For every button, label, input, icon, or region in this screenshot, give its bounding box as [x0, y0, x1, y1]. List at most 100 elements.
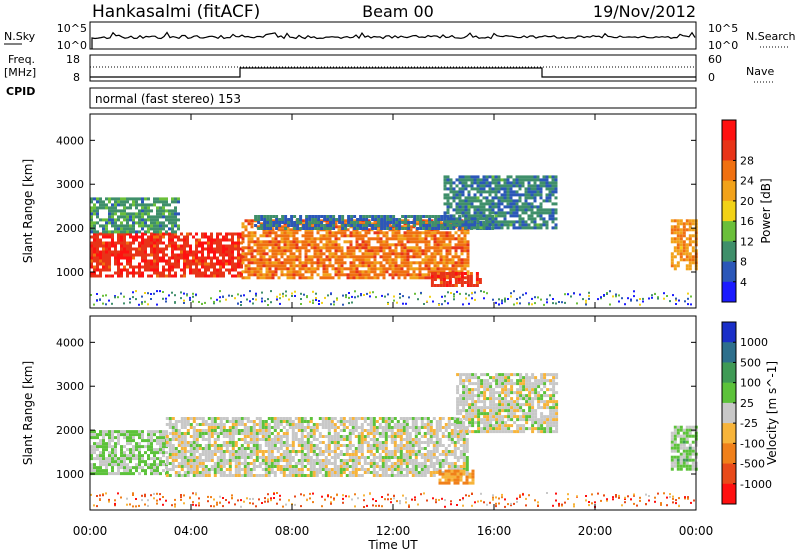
scatter-cell	[210, 429, 214, 432]
scatter-cell	[391, 264, 395, 268]
scatter-cell	[271, 237, 275, 241]
scatter-cell	[114, 262, 117, 266]
scatter-cell	[390, 432, 394, 435]
scatter-cell	[442, 275, 446, 278]
scatter-cell	[204, 447, 208, 450]
scatter-cell	[332, 227, 336, 230]
scatter-cell	[126, 448, 129, 452]
scatter-cell	[102, 218, 105, 222]
scatter-cell	[310, 243, 314, 247]
scatter-cell	[400, 270, 404, 274]
scatter-cell	[345, 462, 349, 465]
scatter-cell	[527, 223, 531, 227]
scatter-cell	[327, 468, 331, 471]
scatter-cell	[387, 456, 391, 459]
scatter-cell	[280, 273, 284, 277]
scatter-cell	[222, 444, 226, 447]
speckle-cell	[105, 303, 107, 306]
scatter-cell	[333, 471, 337, 474]
scatter-cell	[460, 237, 464, 241]
scatter-cell	[524, 187, 528, 191]
scatter-cell	[294, 417, 298, 420]
scatter-cell	[673, 249, 677, 253]
scatter-cell	[234, 429, 238, 432]
scatter-cell	[93, 442, 96, 446]
scatter-cell	[691, 222, 695, 226]
scatter-cell	[334, 240, 338, 244]
scatter-cell	[286, 243, 290, 247]
scatter-cell	[93, 203, 96, 207]
scatter-cell	[467, 202, 471, 206]
scatter-cell	[448, 234, 452, 238]
scatter-cell	[141, 454, 144, 458]
scatter-cell	[442, 237, 446, 241]
scatter-cell	[324, 468, 328, 471]
scatter-cell	[292, 246, 296, 250]
scatter-cell	[682, 243, 686, 247]
scatter-cell	[177, 227, 180, 231]
scatter-cell	[168, 426, 172, 429]
scatter-cell	[90, 206, 93, 210]
scatter-cell	[276, 438, 280, 441]
scatter-cell	[542, 178, 546, 182]
scatter-cell	[524, 226, 528, 230]
scatter-cell	[150, 463, 153, 467]
scatter-cell	[512, 199, 516, 203]
scatter-cell	[685, 267, 689, 271]
scatter-cell	[183, 420, 187, 423]
scatter-cell	[324, 417, 328, 420]
speckle-cell	[267, 298, 269, 301]
scatter-cell	[346, 234, 350, 238]
scatter-cell	[261, 423, 265, 426]
scatter-cell	[108, 209, 111, 213]
scatter-cell	[297, 441, 301, 444]
scatter-cell	[473, 217, 477, 221]
scatter-cell	[286, 237, 290, 241]
scatter-cell	[482, 202, 486, 206]
scatter-cell	[150, 221, 153, 225]
scatter-cell	[512, 208, 516, 212]
scatter-cell	[135, 230, 138, 234]
scatter-cell	[165, 232, 168, 236]
scatter-cell	[376, 261, 380, 265]
scatter-cell	[676, 237, 680, 241]
scatter-cell	[355, 243, 359, 247]
scatter-cell	[90, 256, 93, 260]
scatter-cell	[147, 433, 150, 437]
scatter-cell	[431, 224, 435, 227]
scatter-cell	[381, 459, 385, 462]
scatter-cell	[327, 438, 331, 441]
scatter-cell	[156, 206, 159, 210]
scatter-cell	[114, 460, 117, 464]
scatter-cell	[150, 203, 153, 207]
scatter-cell	[111, 218, 114, 222]
scatter-cell	[168, 238, 171, 242]
scatter-cell	[126, 247, 129, 251]
scatter-cell	[241, 234, 245, 238]
scatter-cell	[111, 448, 114, 452]
scatter-cell	[461, 193, 465, 197]
scatter-cell	[361, 246, 365, 250]
scatter-cell	[250, 222, 254, 226]
scatter-cell	[482, 175, 486, 179]
scatter-cell	[189, 262, 192, 266]
scatter-cell	[377, 224, 381, 227]
scatter-cell	[168, 212, 171, 216]
scatter-cell	[524, 208, 528, 212]
scatter-cell	[358, 237, 362, 241]
scatter-cell	[180, 444, 184, 447]
scatter-cell	[114, 256, 117, 260]
scatter-cell	[147, 439, 150, 443]
scatter-cell	[300, 474, 304, 477]
speckle-cell	[675, 299, 677, 302]
scatter-cell	[355, 231, 359, 235]
scatter-cell	[192, 235, 195, 239]
scatter-cell	[466, 278, 470, 281]
speckle-cell	[240, 301, 242, 303]
scatter-cell	[361, 264, 365, 268]
scatter-cell	[129, 256, 132, 260]
scatter-cell	[406, 234, 410, 238]
scatter-cell	[273, 423, 277, 426]
scatter-cell	[390, 474, 394, 477]
scatter-cell	[257, 227, 261, 230]
